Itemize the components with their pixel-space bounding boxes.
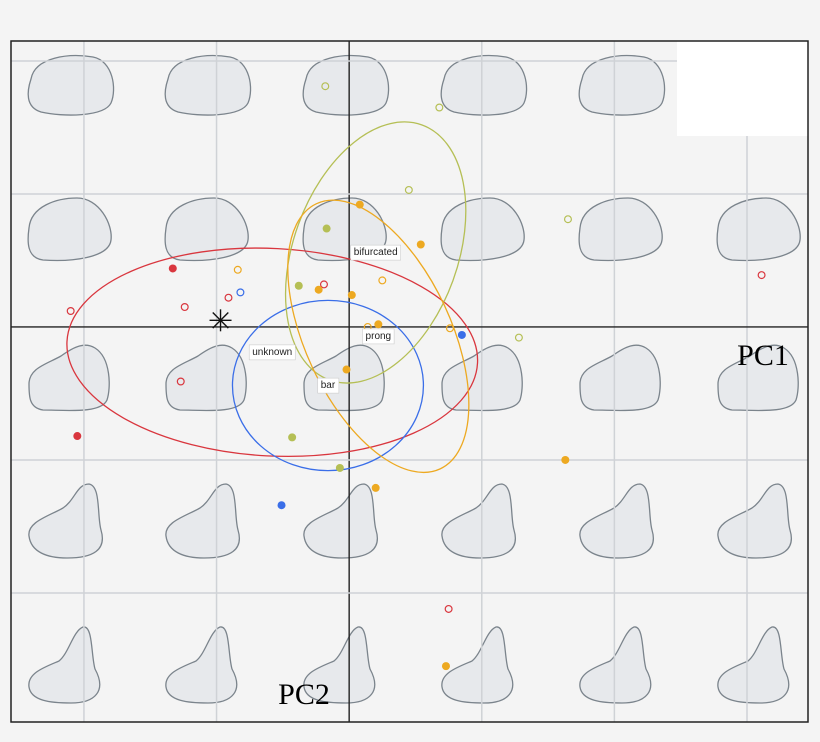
- data-point: [757, 271, 766, 280]
- data-point: [294, 281, 303, 290]
- data-point: [563, 215, 572, 224]
- outline-shape: [27, 54, 115, 116]
- data-point: [514, 333, 523, 342]
- outline-shape: [165, 626, 238, 704]
- outline-shape: [28, 344, 110, 412]
- outline-shape: [717, 626, 790, 704]
- outline-shape: [440, 197, 525, 262]
- outline-shape: [303, 626, 376, 704]
- group-label: prong: [366, 331, 392, 342]
- data-point: [435, 103, 444, 112]
- star-marker: [209, 309, 232, 332]
- group-label-box: [317, 377, 340, 394]
- confidence-ellipse: [66, 247, 479, 458]
- data-point: [374, 320, 383, 329]
- outline-shape: [303, 483, 378, 559]
- data-point: [444, 604, 453, 613]
- data-point: [224, 293, 233, 302]
- confidence-ellipse: [287, 199, 470, 474]
- plot-border: [10, 40, 809, 723]
- group-label: bifurcated: [354, 247, 398, 258]
- group-label-box: [350, 244, 401, 261]
- confidence-ellipse: [231, 299, 425, 472]
- data-point: [176, 377, 185, 386]
- data-point: [314, 285, 323, 294]
- data-point: [322, 224, 331, 233]
- group-label-box: [248, 344, 296, 361]
- outline-shape: [579, 626, 652, 704]
- outline-shape: [717, 483, 792, 559]
- outline-shape: [164, 54, 252, 116]
- star-stroke: [212, 312, 229, 329]
- data-point: [335, 463, 344, 472]
- data-point: [319, 280, 328, 289]
- data-point: [371, 483, 380, 492]
- blank-panel: [677, 41, 808, 136]
- data-point: [236, 288, 245, 297]
- data-point: [445, 324, 454, 333]
- group-label: bar: [321, 380, 336, 391]
- data-point: [404, 185, 413, 194]
- plot: unknown bar bifurcated prong: [66, 82, 766, 671]
- outline-shape: [578, 197, 663, 262]
- group-label: unknown: [252, 347, 292, 358]
- outline-shape: [579, 344, 661, 412]
- data-point: [378, 276, 387, 285]
- data-point: [321, 82, 330, 91]
- y-axis-label: PC2: [278, 678, 330, 711]
- data-point: [277, 501, 286, 510]
- data-point: [441, 662, 450, 671]
- x-axis-label: PC1: [737, 339, 789, 372]
- outline-shape: [165, 344, 247, 412]
- data-point: [342, 365, 351, 374]
- data-point: [457, 330, 466, 339]
- outline-shape: [165, 483, 240, 559]
- outline-shape: [441, 626, 514, 704]
- grid: [11, 41, 808, 722]
- data-point: [73, 432, 82, 441]
- outline-shape: [579, 483, 654, 559]
- group-label-box: [362, 328, 395, 345]
- data-point: [168, 264, 177, 273]
- outline-shape: [441, 483, 516, 559]
- outline-shape: [164, 197, 249, 262]
- outline-shape: [303, 344, 385, 412]
- data-point: [180, 303, 189, 312]
- outline-shape: [302, 54, 390, 116]
- data-point: [66, 307, 75, 316]
- data-point: [561, 455, 570, 464]
- outline-shape: [440, 54, 528, 116]
- outline-shape: [27, 197, 112, 262]
- data-point: [347, 291, 356, 300]
- data-point: [416, 240, 425, 249]
- outline-shape: [28, 626, 101, 704]
- data-point: [355, 200, 364, 209]
- data-point: [233, 265, 242, 274]
- outline-shape: [578, 54, 666, 116]
- data-point: [288, 433, 297, 442]
